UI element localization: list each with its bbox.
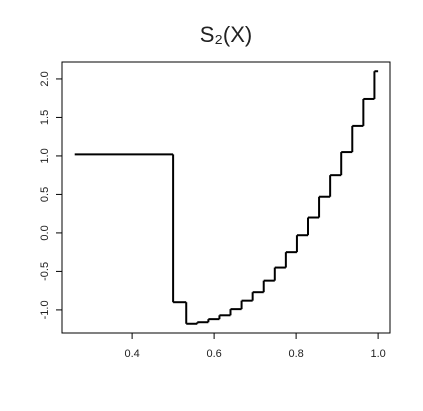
y-tick-label: -1.0: [39, 300, 51, 319]
plot-box: [61, 61, 391, 334]
x-tick-label: 1.0: [370, 348, 385, 360]
chart-title: S₂(X): [200, 22, 253, 47]
y-tick-label: 1.0: [39, 148, 51, 163]
y-tick-label: 2.0: [39, 71, 51, 86]
x-tick-label: 0.8: [288, 348, 303, 360]
y-tick-label: 1.5: [39, 110, 51, 125]
x-tick-label: 0.4: [124, 348, 139, 360]
y-tick-label: -0.5: [39, 262, 51, 281]
y-tick-label: 0.0: [39, 225, 51, 240]
x-tick-label: 0.6: [206, 348, 221, 360]
y-tick-label: 0.5: [39, 187, 51, 202]
